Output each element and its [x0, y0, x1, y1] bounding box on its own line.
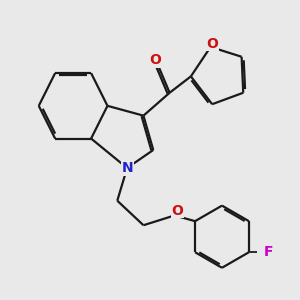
Text: O: O	[149, 53, 161, 67]
Text: N: N	[121, 161, 133, 175]
Text: F: F	[264, 245, 273, 259]
Text: O: O	[171, 203, 183, 218]
Text: O: O	[206, 37, 218, 51]
